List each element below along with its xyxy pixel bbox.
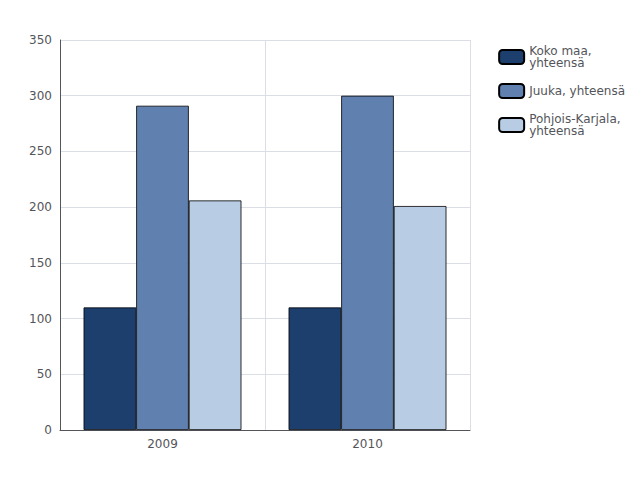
svg-text:0: 0 (44, 423, 52, 437)
svg-text:200: 200 (29, 200, 52, 214)
svg-text:2010: 2010 (352, 437, 383, 451)
svg-text:300: 300 (29, 89, 52, 103)
svg-text:150: 150 (29, 256, 52, 270)
svg-text:350: 350 (29, 33, 52, 47)
svg-text:2009: 2009 (147, 437, 178, 451)
svg-text:100: 100 (29, 312, 52, 326)
svg-text:Pohjois-Karjala,: Pohjois-Karjala, (529, 112, 621, 126)
svg-text:yhteensä: yhteensä (529, 124, 584, 138)
svg-text:yhteensä: yhteensä (529, 56, 584, 70)
svg-text:250: 250 (29, 144, 52, 158)
svg-text:Koko maa,: Koko maa, (529, 44, 592, 58)
svg-text:50: 50 (37, 367, 52, 381)
svg-text:Juuka, yhteensä: Juuka, yhteensä (528, 84, 625, 98)
